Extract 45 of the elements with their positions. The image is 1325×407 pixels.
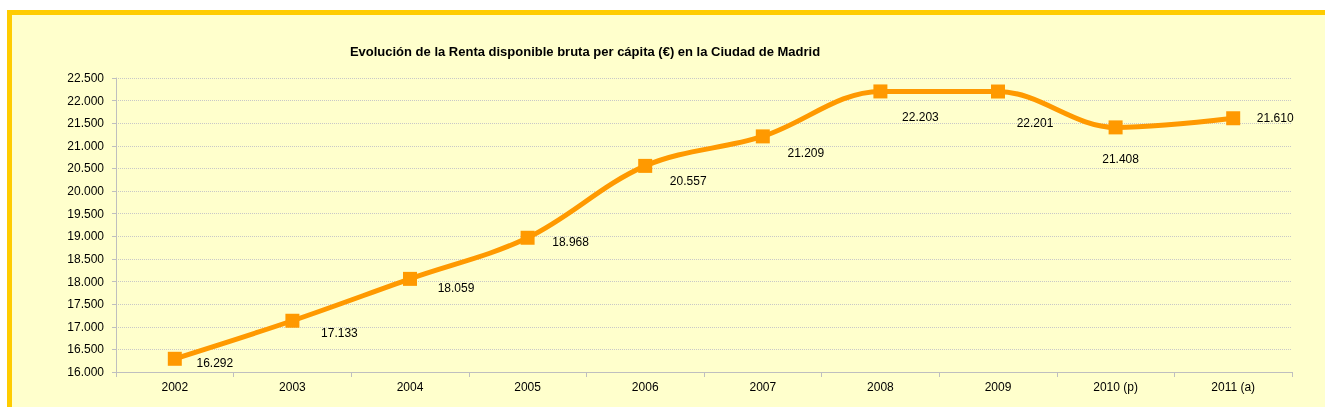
point bbox=[1108, 120, 1123, 135]
y-tick-label: 19.000 bbox=[67, 229, 105, 244]
data-label: 21.408 bbox=[1102, 152, 1140, 167]
x-tick-label: 2005 bbox=[514, 380, 542, 394]
data-label: 21.610 bbox=[1256, 111, 1294, 126]
data-label: 20.557 bbox=[669, 173, 707, 188]
point bbox=[638, 158, 653, 173]
y-tick-label: 16.000 bbox=[67, 365, 105, 379]
x-tick-label: 2006 bbox=[631, 380, 659, 394]
data-label: 22.203 bbox=[902, 110, 940, 125]
point bbox=[991, 84, 1005, 99]
data-label: 18.059 bbox=[437, 280, 475, 295]
point bbox=[1226, 111, 1241, 126]
y-tick-label: 16.500 bbox=[67, 342, 105, 357]
y-tick-label: 21.500 bbox=[67, 116, 105, 131]
point bbox=[167, 351, 182, 366]
data-label: 21.209 bbox=[787, 146, 825, 161]
x-tick-label: 2009 bbox=[984, 380, 1012, 394]
y-tick-label: 17.500 bbox=[67, 297, 105, 312]
point bbox=[285, 313, 300, 328]
point bbox=[403, 271, 417, 286]
point bbox=[873, 84, 888, 99]
y-tick-label: 21.000 bbox=[67, 138, 105, 153]
y-tick-label: 18.500 bbox=[67, 251, 105, 266]
data-label: 18.968 bbox=[552, 234, 590, 249]
x-tick-label: 2011 (a) bbox=[1211, 380, 1256, 394]
point bbox=[520, 230, 535, 245]
y-tick-label: 18.000 bbox=[67, 274, 105, 289]
x-tick-label: 2008 bbox=[867, 380, 895, 394]
x-tick-label: 2003 bbox=[279, 380, 307, 394]
y-tick-label: 22.500 bbox=[67, 71, 105, 85]
y-tick-label: 19.500 bbox=[67, 206, 105, 221]
x-tick-label: 2002 bbox=[161, 380, 189, 394]
y-tick-label: 20.000 bbox=[67, 184, 105, 199]
x-tick-label: 2010 (p) bbox=[1093, 380, 1138, 394]
data-label: 22.201 bbox=[1016, 115, 1054, 130]
x-tick-label: 2004 bbox=[396, 380, 424, 394]
data-label: 16.292 bbox=[196, 355, 234, 370]
chart-title: Evolución de la Renta disponible bruta per cápita (€) en la Ciudad de Madrid bbox=[349, 44, 821, 59]
y-tick-label: 17.000 bbox=[67, 319, 105, 334]
point bbox=[755, 129, 770, 144]
data-label: 17.133 bbox=[321, 325, 359, 340]
y-tick-label: 20.500 bbox=[67, 161, 105, 176]
x-tick-label: 2007 bbox=[749, 380, 777, 394]
y-tick-label: 22.000 bbox=[67, 93, 105, 108]
